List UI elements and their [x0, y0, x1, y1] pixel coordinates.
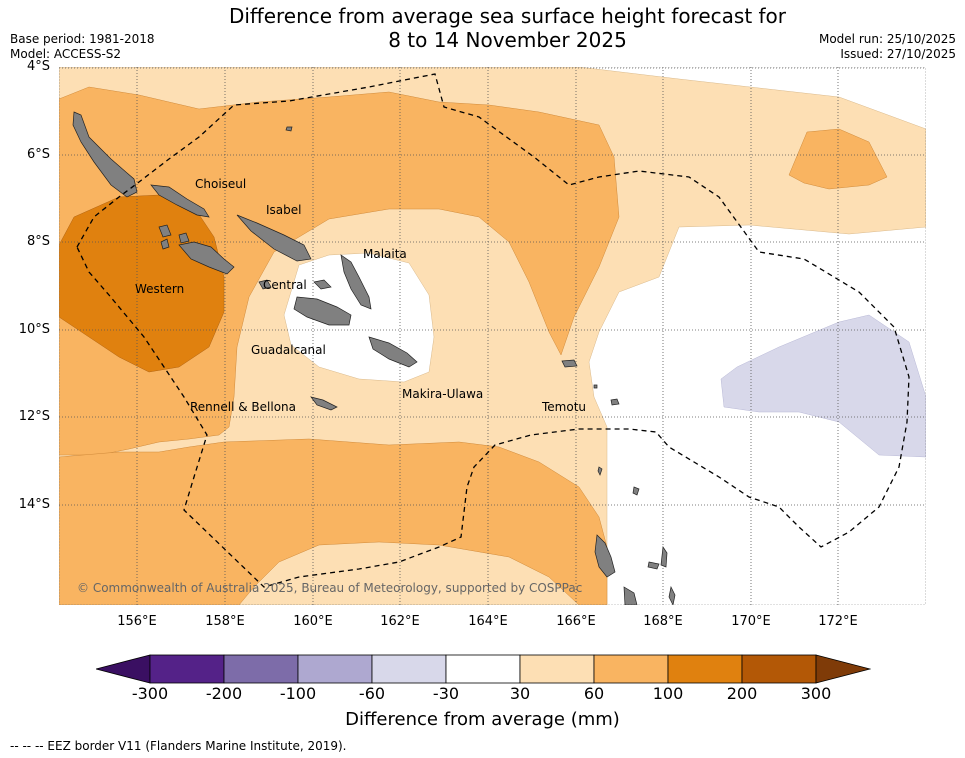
lat-label-10s: 10°S	[18, 322, 50, 337]
lat-label-14s: 14°S	[18, 497, 50, 512]
label-isabel: Isabel	[266, 203, 301, 217]
colorbar-cell-4	[371, 654, 447, 684]
island-bougainville	[72, 111, 138, 198]
lon-label-158e: 158°E	[205, 614, 245, 629]
eez-border	[76, 73, 910, 588]
label-western: Western	[135, 282, 184, 296]
colorbar-cell-7	[593, 654, 669, 684]
colorbar-cell-5	[445, 654, 521, 684]
lon-label-160e: 160°E	[293, 614, 333, 629]
island-espiritu-santo	[594, 534, 616, 578]
label-malaita: Malaita	[363, 247, 407, 261]
model-run: Model run: 25/10/2025	[818, 32, 956, 46]
colorbar-tick-9: 300	[800, 684, 832, 703]
island-choiseul	[150, 184, 210, 218]
colorbar-tick-6: 60	[583, 684, 605, 703]
forecast-map: Choiseul Isabel Malaita Western Central …	[59, 67, 926, 605]
eez-legend-note: -- -- -- EEZ border V11 (Flanders Marine…	[10, 739, 347, 753]
colorbar-cell-2	[223, 654, 299, 684]
colorbar-title: Difference from average (mm)	[345, 709, 620, 730]
colorbar-tick-8: 200	[726, 684, 758, 703]
lon-label-156e: 156°E	[117, 614, 157, 629]
island-russell	[258, 279, 272, 290]
lat-label-4s: 4°S	[26, 59, 50, 74]
contour-minus-30-60-east	[720, 314, 926, 458]
island-malaita	[340, 254, 372, 310]
colorbar	[96, 654, 871, 684]
island-ambae	[647, 561, 660, 570]
island-torres	[597, 466, 603, 476]
lon-label-168e: 168°E	[643, 614, 683, 629]
island-vella	[158, 224, 172, 238]
colorbar-extend-high	[815, 654, 871, 684]
label-temotu: Temotu	[541, 400, 586, 414]
meta-right: Model run: 25/10/2025 Issued: 27/10/2025	[819, 32, 956, 62]
label-choiseul: Choiseul	[195, 177, 246, 191]
colorbar-cells	[96, 654, 871, 684]
meta-left: Base period: 1981-2018 Model: ACCESS-S2	[10, 32, 155, 62]
lat-label-8s: 8°S	[26, 234, 50, 249]
label-central: Central	[263, 278, 307, 292]
island-maewo	[660, 546, 668, 568]
island-makira	[368, 336, 418, 368]
lon-label-172e: 172°E	[818, 614, 858, 629]
issued-date: Issued: 27/10/2025	[840, 47, 956, 61]
island-vanikoro	[610, 398, 620, 406]
lon-label-170e: 170°E	[731, 614, 771, 629]
island-rennell	[310, 396, 338, 411]
label-rennell-bellona: Rennell & Bellona	[190, 400, 296, 414]
province-labels: Choiseul Isabel Malaita Western Central …	[135, 177, 586, 414]
colorbar-cell-9	[741, 654, 817, 684]
label-makira-ulawa: Makira-Ulawa	[402, 387, 483, 401]
island-ontong-java	[285, 126, 293, 132]
colorbar-tick-2: -100	[279, 684, 317, 703]
island-tikopia	[593, 384, 598, 389]
lon-label-164e: 164°E	[468, 614, 508, 629]
island-pentecost	[668, 585, 676, 605]
contour-60-100-north	[59, 86, 620, 456]
title-line-2: 8 to 14 November 2025	[388, 28, 627, 52]
colorbar-tick-1: -200	[205, 684, 243, 703]
colorbar-extend-low	[96, 654, 151, 684]
island-guadalcanal	[293, 296, 352, 326]
colorbar-tick-7: 100	[652, 684, 684, 703]
title-line-1: Difference from average sea surface heig…	[228, 4, 787, 28]
colorbar-tick-0: -300	[131, 684, 169, 703]
colorbar-cell-3	[297, 654, 373, 684]
colorbar-cell-1	[149, 654, 225, 684]
contour-60-100-east	[788, 128, 888, 190]
copyright-notice: © Commonwealth of Australia 2025, Bureau…	[77, 581, 582, 595]
colorbar-tick-5: 30	[509, 684, 531, 703]
model-name: Model: ACCESS-S2	[10, 47, 122, 61]
colorbar-cell-8	[667, 654, 743, 684]
island-malakula	[623, 586, 638, 605]
islands	[72, 111, 676, 605]
island-kolombangara	[178, 232, 190, 244]
island-florida	[313, 279, 332, 290]
island-ranongga	[160, 238, 170, 250]
island-santa-cruz	[561, 359, 578, 368]
chart-title: Difference from average sea surface heig…	[0, 4, 965, 52]
island-new-georgia	[178, 241, 235, 275]
colorbar-tick-3: -60	[358, 684, 386, 703]
label-guadalcanal: Guadalcanal	[251, 343, 326, 357]
graticule	[59, 67, 926, 605]
base-period: Base period: 1981-2018	[10, 32, 155, 46]
lat-label-12s: 12°S	[18, 409, 50, 424]
colorbar-cell-6	[519, 654, 595, 684]
lon-label-166e: 166°E	[556, 614, 596, 629]
map-frame	[59, 67, 926, 605]
lat-label-6s: 6°S	[26, 147, 50, 162]
island-banks	[632, 486, 640, 496]
island-isabel	[236, 214, 312, 262]
lon-label-162e: 162°E	[380, 614, 420, 629]
colorbar-tick-4: -30	[432, 684, 460, 703]
